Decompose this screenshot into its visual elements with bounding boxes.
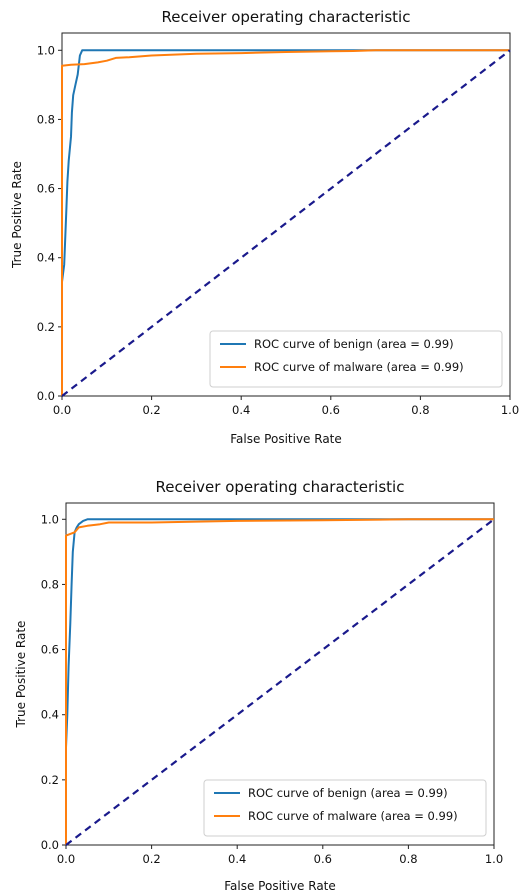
x-tick-label: 1.0 — [501, 403, 519, 417]
legend-label: ROC curve of malware (area = 0.99) — [254, 360, 464, 374]
x-tick-label: 0.0 — [57, 852, 75, 866]
x-tick-label: 0.6 — [322, 403, 340, 417]
y-tick-label: 0.2 — [37, 320, 55, 334]
y-tick-label: 0.2 — [41, 773, 59, 787]
chance-diagonal-line — [61, 49, 511, 397]
legend-label: ROC curve of benign (area = 0.99) — [254, 337, 454, 351]
x-tick-label: 0.0 — [53, 403, 71, 417]
chart-title: Receiver operating characteristic — [156, 478, 405, 496]
y-axis-label: True Positive Rate — [14, 621, 28, 729]
y-tick-label: 0.8 — [37, 112, 55, 126]
chart-title: Receiver operating characteristic — [162, 8, 411, 26]
chart-panel-1: Receiver operating characteristic 0.0 0.2 0… — [10, 8, 519, 446]
y-tick-label: 0.8 — [41, 577, 59, 591]
x-tick-label: 0.4 — [228, 852, 246, 866]
legend-label: ROC curve of benign (area = 0.99) — [248, 786, 448, 800]
y-tick-label: 0.0 — [41, 838, 59, 852]
x-tick-label: 0.2 — [142, 403, 160, 417]
x-axis-label: False Positive Rate — [224, 879, 336, 893]
series-line-1 — [61, 49, 510, 396]
y-tick-label: 0.6 — [41, 643, 59, 657]
y-tick-label: 0.6 — [37, 182, 55, 196]
y-tick-label: 1.0 — [37, 43, 55, 57]
series-line-1 — [65, 518, 494, 845]
legend-box — [203, 779, 487, 837]
x-tick-label: 0.6 — [314, 852, 332, 866]
x-tick-label: 0.2 — [142, 852, 160, 866]
x-axis-label: False Positive Rate — [230, 432, 342, 446]
y-tick-label: 0.4 — [37, 251, 55, 265]
legend-box — [209, 330, 503, 388]
series-line-2 — [65, 518, 494, 845]
series-line-2 — [61, 49, 510, 396]
chart-panel-2: Receiver operating characteristic 0.0 0.2 0… — [14, 478, 503, 893]
legend-label: ROC curve of malware (area = 0.99) — [248, 809, 458, 823]
chance-diagonal-line — [65, 518, 495, 846]
y-axis-label: True Positive Rate — [10, 161, 24, 269]
x-tick-label: 1.0 — [485, 852, 503, 866]
y-tick-label: 0.0 — [37, 389, 55, 403]
x-tick-label: 0.4 — [232, 403, 250, 417]
y-tick-label: 0.4 — [41, 708, 59, 722]
x-tick-label: 0.8 — [399, 852, 417, 866]
x-tick-label: 0.8 — [411, 403, 429, 417]
y-tick-label: 1.0 — [41, 512, 59, 526]
